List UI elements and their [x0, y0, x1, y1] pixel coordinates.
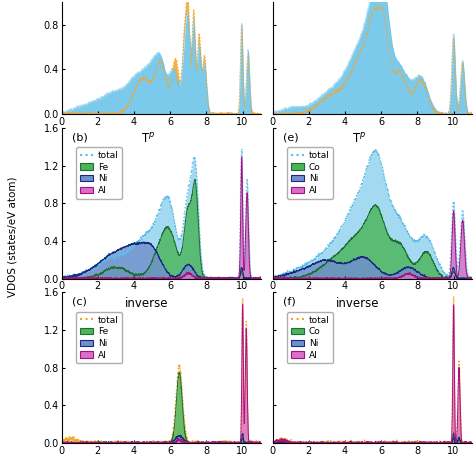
Legend: total, Fe, Ni, Al: total, Fe, Ni, Al — [76, 147, 122, 199]
Text: inverse: inverse — [336, 297, 380, 310]
Legend: total, Co, Ni, Al: total, Co, Ni, Al — [287, 312, 333, 364]
Text: (c): (c) — [72, 297, 86, 307]
Text: inverse: inverse — [125, 297, 169, 310]
Text: (b): (b) — [72, 132, 87, 142]
Text: (f): (f) — [283, 297, 295, 307]
Text: VDOS (states/eV atom): VDOS (states/eV atom) — [7, 177, 17, 297]
Text: T$^p$: T$^p$ — [352, 132, 366, 146]
Legend: total, Fe, Ni, Al: total, Fe, Ni, Al — [76, 312, 122, 364]
Text: T$^p$: T$^p$ — [141, 132, 155, 146]
Text: (e): (e) — [283, 132, 298, 142]
Legend: total, Co, Ni, Al: total, Co, Ni, Al — [287, 147, 333, 199]
